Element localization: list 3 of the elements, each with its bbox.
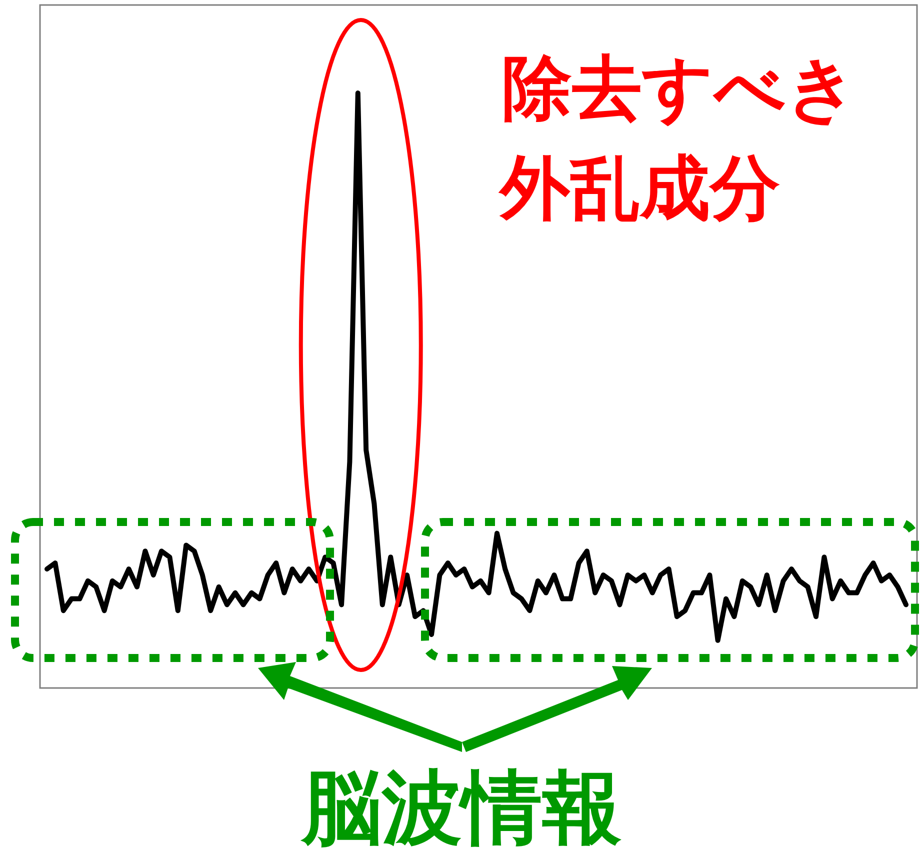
annotation: 除去すべき — [502, 47, 858, 129]
annotation: 外乱成分 — [498, 147, 780, 229]
text: 脳波情報 — [300, 761, 622, 849]
